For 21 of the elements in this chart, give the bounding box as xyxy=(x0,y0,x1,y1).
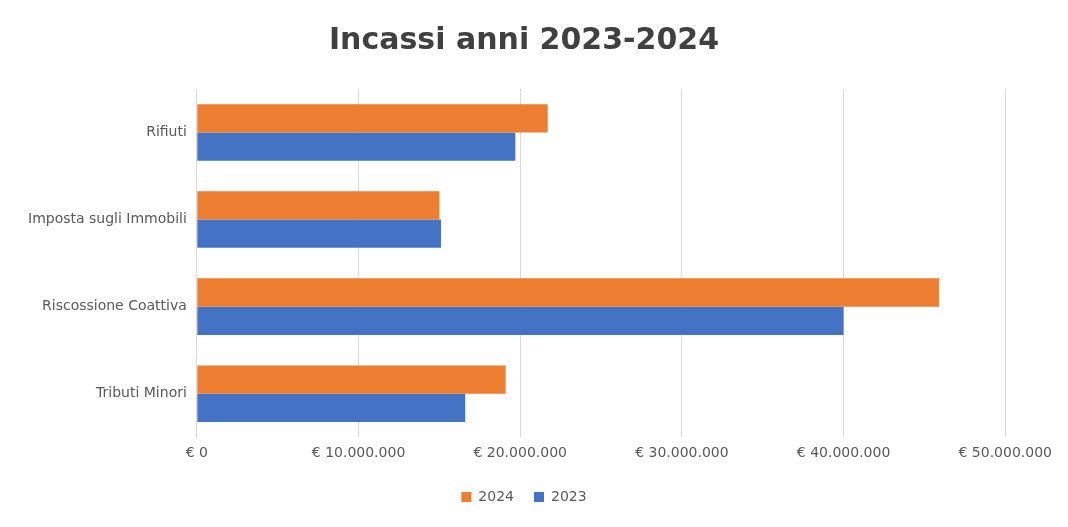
chart-title: Incassi anni 2023-2024 xyxy=(328,20,720,56)
x-tick-label: € 0 xyxy=(185,444,208,461)
x-tick-label: € 10.000.000 xyxy=(311,444,406,461)
x-tick-label: € 20.000.000 xyxy=(473,444,567,461)
bar xyxy=(197,219,441,248)
y-tick-label: Rifiuti xyxy=(146,123,187,140)
y-tick-label: Riscossione Coattiva xyxy=(42,297,187,314)
bar xyxy=(197,132,516,161)
x-tick-label: € 40.000.000 xyxy=(796,444,891,461)
legend-label: 2024 xyxy=(478,487,515,504)
legend-label: 2023 xyxy=(551,487,587,504)
bar xyxy=(197,104,548,133)
bar xyxy=(197,393,466,422)
y-tick-label: Tributi Minori xyxy=(95,384,187,401)
bar xyxy=(197,278,939,307)
x-tick-label: € 50.000.000 xyxy=(958,444,1052,461)
y-tick-label: Imposta sugli Immobili xyxy=(28,210,187,227)
x-tick-label: € 30.000.000 xyxy=(635,444,729,461)
bar xyxy=(197,191,440,220)
bar xyxy=(197,306,844,335)
bar xyxy=(197,365,506,394)
